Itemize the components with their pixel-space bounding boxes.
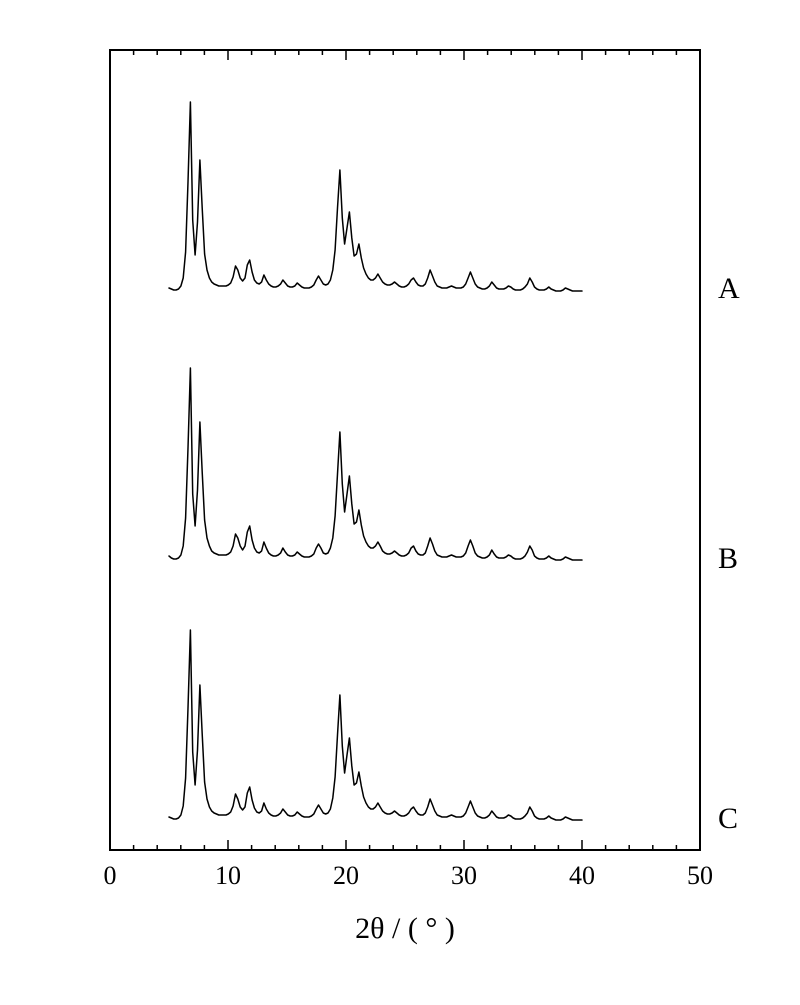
series-label-c: C xyxy=(718,802,738,835)
xrd-chart: 0 10 20 30 40 50 2θ / ( ° ) A B C xyxy=(0,0,800,1000)
series-label-b: B xyxy=(718,542,738,575)
series-label-a: A xyxy=(718,272,740,305)
xrd-trace-c xyxy=(169,630,582,820)
chart-svg: 0 10 20 30 40 50 2θ / ( ° ) A B C xyxy=(0,0,800,1000)
x-tick-label: 50 xyxy=(687,861,713,890)
x-tick-label: 10 xyxy=(215,861,241,890)
x-tick-label: 40 xyxy=(569,861,595,890)
x-axis-label: 2θ / ( ° ) xyxy=(355,912,455,945)
x-tick-label: 0 xyxy=(104,861,117,890)
xrd-trace-a xyxy=(169,102,582,291)
x-tick-label: 20 xyxy=(333,861,359,890)
xrd-trace-b xyxy=(169,368,582,560)
x-tick-label: 30 xyxy=(451,861,477,890)
